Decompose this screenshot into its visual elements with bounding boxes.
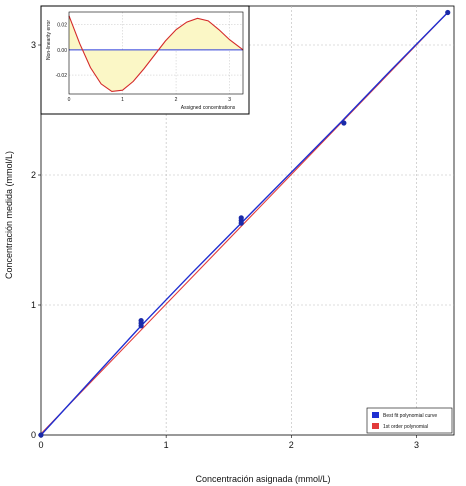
x-tick-label: 0	[38, 440, 43, 450]
legend-label-best-fit: Best fit polynomial curve	[383, 413, 437, 419]
y-tick-label: 3	[31, 40, 36, 50]
inset-curves	[68, 15, 244, 93]
data-point	[38, 432, 44, 438]
x-axis-label: Concentración asignada (mmol/L)	[195, 474, 330, 484]
main-y-ticks: 0 1 2 3	[31, 40, 41, 440]
inset-y-ticks: 0.02 0.00 -0.02	[56, 23, 68, 79]
y-tick-label: 2	[31, 170, 36, 180]
x-tick-label: 3	[414, 440, 419, 450]
inset-x-tick-label: 0	[68, 97, 71, 103]
legend-swatch-first-order	[372, 423, 379, 429]
inset-x-axis-label: Assigned concentrations	[181, 105, 236, 111]
inset-plot: 0 1 2 3 0.02 0.00 -0.02 Assigned concentratio…	[40, 5, 250, 115]
inset-error-curve	[68, 15, 244, 93]
inset-x-tick-label: 3	[228, 97, 231, 103]
legend: Best fit polynomial curve 1st order poly…	[366, 407, 453, 434]
legend-label-first-order: 1st order polynomial	[383, 424, 428, 430]
data-point	[138, 318, 144, 324]
x-tick-label: 2	[289, 440, 294, 450]
y-tick-label: 0	[31, 430, 36, 440]
inset-error-fill	[69, 15, 243, 92]
inset-y-tick-label: -0.02	[56, 73, 68, 79]
y-axis-label: Concentración medida (mmol/L)	[4, 151, 14, 279]
inset-plot-frame	[68, 11, 244, 95]
data-point	[445, 9, 451, 16]
inset-x-tick-label: 1	[121, 97, 124, 103]
main-x-ticks: 0 1 2 3	[38, 435, 419, 450]
data-point	[238, 215, 244, 221]
inset-x-tick-label: 2	[175, 97, 178, 103]
legend-swatch-best-fit	[372, 412, 379, 418]
inset-x-ticks: 0 1 2 3	[68, 97, 232, 103]
legend-box	[366, 407, 453, 434]
x-tick-label: 1	[164, 440, 169, 450]
inset-y-axis-label: Non-linearity error	[46, 20, 52, 60]
inset-y-tick-label: 0.00	[57, 48, 67, 54]
inset-y-tick-label: 0.02	[57, 23, 67, 29]
first-order-line	[40, 12, 449, 435]
y-tick-label: 1	[31, 300, 36, 310]
data-point	[341, 120, 347, 126]
main-points	[38, 9, 451, 438]
